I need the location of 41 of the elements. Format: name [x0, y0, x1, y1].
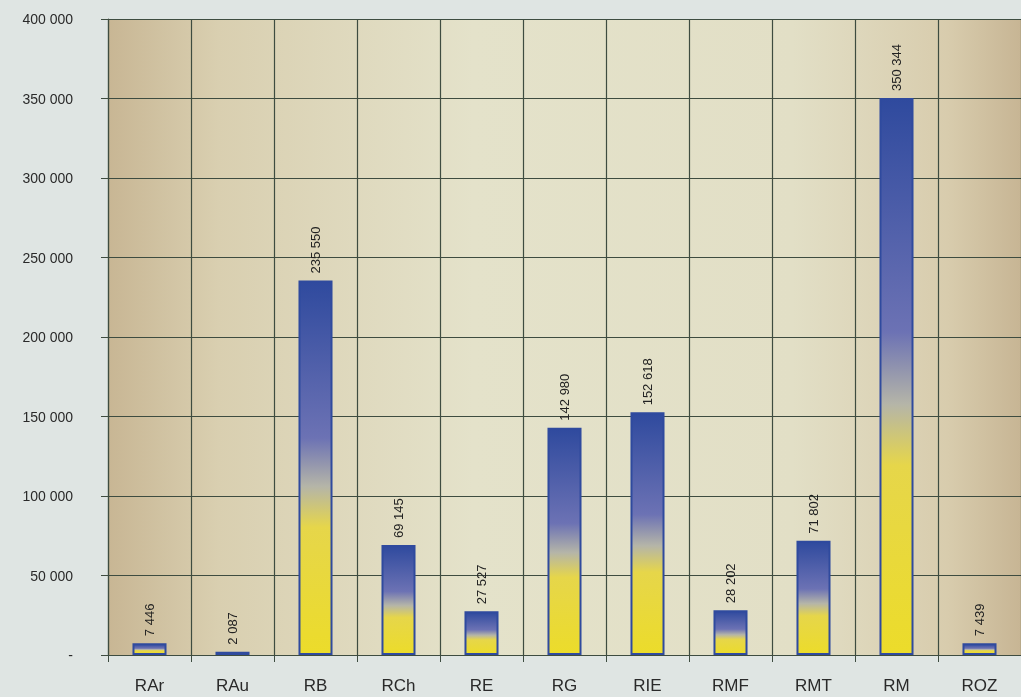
- bar: [713, 610, 748, 655]
- data-label: 71 802: [806, 494, 821, 534]
- y-tick-label: 350 000: [22, 90, 74, 107]
- x-tick-label: RE: [469, 676, 494, 695]
- x-tick-label: RM: [883, 676, 910, 695]
- data-label: 142 980: [557, 373, 572, 421]
- data-label: 2 087: [225, 612, 240, 645]
- y-tick-label: 150 000: [22, 408, 74, 425]
- bar: [962, 643, 997, 655]
- data-label: 7 446: [142, 603, 157, 637]
- data-label: 7 439: [972, 603, 987, 637]
- bar: [879, 97, 914, 655]
- x-tick-label: RAu: [215, 676, 250, 695]
- x-tick-label: RB: [303, 676, 328, 695]
- bar: [132, 643, 167, 655]
- x-tick-label: RIE: [633, 676, 662, 695]
- x-tick-label: RMF: [712, 676, 749, 695]
- y-tick-label: 50 000: [30, 567, 74, 584]
- bar: [796, 540, 831, 655]
- bar: [298, 280, 333, 655]
- data-label: 235 550: [308, 226, 323, 274]
- y-tick-label: 400 000: [22, 11, 74, 27]
- y-tick-label: 200 000: [22, 329, 74, 345]
- bar: [630, 412, 665, 655]
- x-tick-label: RG: [551, 676, 578, 695]
- x-tick-label: RCh: [381, 676, 416, 695]
- x-tick-label: RMT: [795, 676, 832, 695]
- x-tick-label: ROZ: [961, 676, 998, 695]
- y-tick-label: -: [68, 647, 74, 663]
- x-tick-label: RAr: [134, 676, 165, 695]
- data-label: 350 344: [889, 43, 904, 91]
- data-label: 27 527: [474, 564, 489, 605]
- bar: [381, 545, 416, 655]
- data-label: 69 145: [391, 498, 406, 539]
- y-tick-label: 300 000: [22, 170, 74, 186]
- bar: [464, 611, 499, 655]
- bar: [547, 427, 582, 655]
- data-label: 152 618: [640, 358, 655, 406]
- y-tick-label: 100 000: [22, 488, 74, 504]
- data-label: 28 202: [723, 563, 738, 604]
- y-tick-label: 250 000: [22, 249, 74, 266]
